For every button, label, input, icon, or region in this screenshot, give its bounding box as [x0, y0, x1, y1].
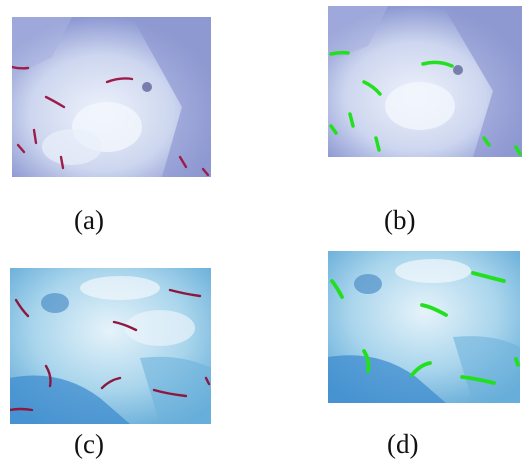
micrograph-panel-d [328, 251, 520, 403]
bacilli-c [10, 288, 211, 412]
micrograph-image-c [10, 268, 211, 424]
micrograph-panel-c [10, 268, 211, 424]
caption-a: (a) [74, 205, 104, 235]
micrograph-image-a [12, 17, 211, 177]
micrograph-image-d [328, 251, 520, 403]
caption-c: (c) [74, 429, 104, 459]
segmented-bacilli-d [330, 271, 520, 385]
micrograph-panel-a [12, 17, 211, 177]
caption-d: (d) [387, 429, 419, 459]
segmented-bacilli-b [329, 50, 522, 156]
bacilli-a [12, 65, 210, 177]
micrograph-panel-b [328, 6, 522, 157]
micrograph-image-b [328, 6, 522, 157]
caption-b: (b) [384, 205, 416, 235]
